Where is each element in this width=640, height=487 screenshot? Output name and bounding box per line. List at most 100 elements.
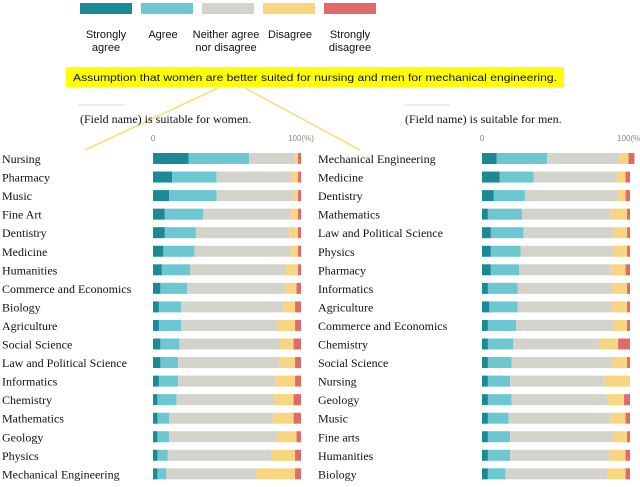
bar-segment-women-geology-strongly-disagree (296, 431, 301, 443)
legend-swatch-strongly-agree (80, 3, 132, 14)
bar-segment-women-commerce-and-economics-agree (160, 282, 188, 294)
bar-segment-men-chemistry-strongly-disagree (618, 338, 630, 350)
bar-segment-men-law-and-political-science-strongly-disagree (627, 227, 630, 239)
bar-segment-men-physics-agree (490, 245, 521, 257)
legend-label-agree: Agree (148, 29, 177, 41)
bar-segment-women-chemistry-neither (176, 394, 275, 406)
bar-segment-men-social-science-disagree (612, 357, 628, 369)
category-label-women-humanities: Humanities (2, 263, 58, 277)
bar-segment-women-agriculture-strongly-disagree (295, 319, 301, 331)
bar-segment-women-mechanical-engineering-neither (166, 468, 257, 480)
legend-label-strongly-agree-1: Strongly (86, 29, 127, 41)
bar-segment-men-mathematics-agree (487, 208, 522, 220)
category-label-men-social-science: Social Science (318, 356, 388, 370)
bar-segment-men-medicine-strongly-disagree (625, 171, 630, 183)
bar-segment-men-mathematics-strongly-disagree (627, 208, 630, 220)
category-label-women-medicine: Medicine (2, 245, 47, 259)
bar-segment-men-chemistry-strongly-agree (482, 338, 488, 350)
bar-segment-men-fine-arts-strongly-agree (482, 431, 488, 443)
bar-segment-women-geology-agree (157, 431, 170, 443)
bar-segment-women-medicine-strongly-agree (153, 245, 164, 257)
category-label-women-commerce-and-economics: Commerce and Economics (2, 282, 132, 296)
bar-segment-men-medicine-neither (533, 171, 617, 183)
bar-segment-women-geology-strongly-agree (153, 431, 158, 443)
bar-segment-men-chemistry-disagree (598, 338, 619, 350)
bar-segment-women-humanities-disagree (286, 264, 299, 276)
bar-segment-men-social-science-agree (487, 357, 512, 369)
bar-segment-men-physics-strongly-agree (482, 245, 491, 257)
bar-segment-women-agriculture-neither (181, 319, 278, 331)
bar-segment-women-biology-neither (181, 301, 284, 313)
bar-segment-women-agriculture-strongly-agree (153, 319, 159, 331)
tick-label-men-1: 100(%) (617, 134, 640, 143)
category-label-men-agriculture: Agriculture (318, 300, 373, 314)
legend-item-disagree: Disagree (263, 3, 315, 41)
bar-segment-men-geology-strongly-disagree (624, 394, 630, 406)
category-label-women-chemistry: Chemistry (2, 393, 52, 407)
legend-item-neither: Neither agree nor disagree (193, 3, 259, 54)
bar-segment-men-agriculture-disagree (612, 301, 628, 313)
bar-segment-women-geology-neither (169, 431, 278, 443)
bar-segment-men-physics-strongly-disagree (627, 245, 630, 257)
banner: Assumption that women are better suited … (66, 67, 564, 87)
bar-segment-men-pharmacy-disagree (610, 264, 626, 276)
bar-segment-men-music-strongly-disagree (625, 412, 630, 424)
bar-segment-women-music-disagree (293, 190, 299, 202)
bar-segment-men-geology-agree (487, 394, 512, 406)
bar-segment-women-chemistry-disagree (274, 394, 294, 406)
category-label-men-physics: Physics (318, 245, 355, 259)
bar-segment-women-pharmacy-neither (216, 171, 293, 183)
bar-segment-women-mathematics-agree (157, 412, 170, 424)
bar-segment-women-biology-disagree (283, 301, 296, 313)
bar-segment-men-nursing-strongly-agree (482, 375, 488, 387)
bar-segment-men-medicine-agree (499, 171, 534, 183)
bar-segment-men-dentistry-strongly-agree (482, 190, 494, 202)
category-label-men-nursing: Nursing (318, 375, 357, 389)
bar-segment-women-mathematics-disagree (272, 412, 294, 424)
bar-segment-women-social-science-strongly-disagree (293, 338, 301, 350)
bar-segment-men-chemistry-neither (513, 338, 599, 350)
category-label-women-geology: Geology (2, 430, 43, 444)
bar-segment-men-commerce-and-economics-neither (516, 319, 614, 331)
category-label-men-pharmacy: Pharmacy (318, 263, 366, 277)
bar-segment-women-physics-disagree (271, 449, 296, 461)
bar-segment-men-agriculture-strongly-agree (482, 301, 490, 313)
bar-segment-men-fine-arts-disagree (613, 431, 628, 443)
bar-segment-men-social-science-neither (511, 357, 613, 369)
bar-segment-men-agriculture-neither (517, 301, 613, 313)
bar-segment-men-pharmacy-strongly-agree (482, 264, 491, 276)
bar-segment-women-music-strongly-agree (153, 190, 170, 202)
bar-segment-women-mechanical-engineering-strongly-disagree (295, 468, 301, 480)
bar-segment-women-music-strongly-disagree (298, 190, 301, 202)
bar-segment-women-geology-disagree (277, 431, 297, 443)
bar-segment-men-music-neither (508, 412, 611, 424)
bar-segment-women-humanities-strongly-disagree (298, 264, 301, 276)
legend-label-disagree: Disagree (268, 29, 312, 41)
bar-segment-men-mathematics-disagree (610, 208, 628, 220)
bar-segment-women-physics-strongly-disagree (295, 449, 301, 461)
bar-segment-men-informatics-strongly-agree (482, 282, 488, 294)
bar-segment-men-commerce-and-economics-strongly-disagree (627, 319, 630, 331)
bar-segment-men-informatics-strongly-disagree (627, 282, 630, 294)
legend-item-agree: Agree (141, 3, 193, 41)
category-label-women-social-science: Social Science (2, 338, 72, 352)
bar-segment-men-biology-disagree (607, 468, 626, 480)
bar-segment-men-agriculture-agree (489, 301, 518, 313)
chart-women: 0 100(%) Nursing Pharmacy Music Fine Art Denti… (2, 134, 314, 481)
bar-segment-women-humanities-strongly-agree (153, 264, 162, 276)
bar-segment-men-mathematics-neither (521, 208, 611, 220)
bar-segment-women-law-and-political-science-disagree (278, 357, 296, 369)
category-label-women-law-and-political-science: Law and Political Science (2, 356, 127, 370)
bar-segment-men-law-and-political-science-disagree (613, 227, 628, 239)
bar-segment-women-mathematics-neither (169, 412, 273, 424)
bar-segment-women-music-neither (216, 190, 294, 202)
legend-swatch-agree (141, 3, 193, 14)
bar-segment-men-dentistry-strongly-disagree (625, 190, 630, 202)
bar-segment-men-fine-arts-strongly-disagree (627, 431, 630, 443)
bar-segment-women-nursing-disagree (295, 153, 299, 164)
legend-label-strongly-disagree-1: Strongly (330, 29, 371, 41)
bar-segment-women-mechanical-engineering-strongly-agree (153, 468, 158, 480)
bar-segment-women-pharmacy-strongly-agree (153, 171, 173, 183)
bar-segment-men-medicine-disagree (616, 171, 626, 183)
